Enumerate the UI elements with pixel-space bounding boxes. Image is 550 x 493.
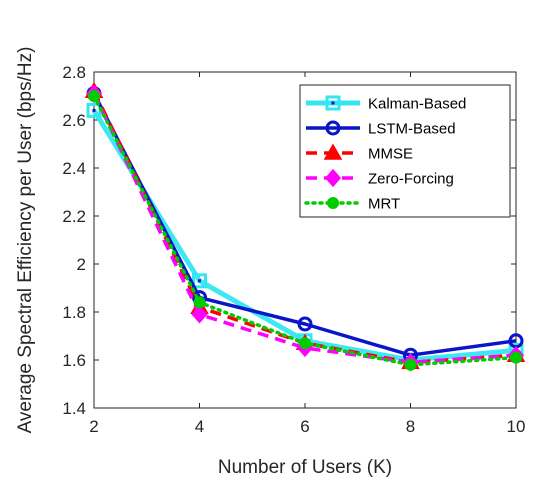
x-axis-ticks: 2 4 6 8 10 xyxy=(89,72,525,436)
data-point-mrt xyxy=(88,90,100,102)
y-tick-label: 2.6 xyxy=(62,111,86,130)
x-tick-label: 6 xyxy=(300,417,309,436)
legend-swatch-marker xyxy=(327,197,339,209)
legend-swatch-marker xyxy=(325,95,341,111)
data-point-mrt xyxy=(510,351,522,364)
x-tick-label: 8 xyxy=(406,417,415,436)
series-line-zero-forcing xyxy=(92,92,517,365)
legend-item-lstm-based: LSTM-Based xyxy=(306,120,456,138)
legend-item-kalman-based: Kalman-Based xyxy=(306,95,466,113)
series-line-lstm-based xyxy=(92,92,517,357)
legend-label: LSTM-Based xyxy=(368,121,456,138)
legend: Kalman-Based LSTM-Based MMSE Zero-Forcing MR… xyxy=(299,84,511,218)
legend-item-zero-forcing: Zero-Forcing xyxy=(306,168,454,188)
y-axis-title: Average Spectral Efficiency per User (bp… xyxy=(15,47,36,434)
data-point-kalman-based-center xyxy=(92,108,96,112)
y-tick-label: 1.4 xyxy=(62,399,86,418)
legend-swatch-marker xyxy=(323,143,343,160)
legend-label: MRT xyxy=(368,196,400,213)
x-tick-label: 4 xyxy=(195,417,204,436)
legend-label: Zero-Forcing xyxy=(368,171,454,188)
legend-swatch-marker xyxy=(325,120,341,136)
legend-item-mmse: MMSE xyxy=(306,143,413,163)
data-point-mrt xyxy=(193,296,206,309)
y-tick-label: 2 xyxy=(77,255,86,274)
y-tick-label: 1.8 xyxy=(62,303,86,322)
data-point-kalman-based xyxy=(192,273,207,289)
legend-swatch-marker xyxy=(325,168,341,188)
data-point-mrt xyxy=(299,337,311,350)
data-point-kalman-based-center xyxy=(198,279,201,283)
y-tick-label: 2.4 xyxy=(62,159,86,178)
y-tick-label: 1.6 xyxy=(62,351,86,370)
x-axis-title: Number of Users (K) xyxy=(218,457,392,478)
legend-swatch-marker-center xyxy=(331,101,335,105)
y-tick-label: 2.8 xyxy=(62,63,86,82)
data-point-zero-forcing xyxy=(191,305,208,324)
series-layer xyxy=(84,81,526,372)
data-point-mrt xyxy=(404,358,417,371)
data-point-lstm-based xyxy=(297,316,313,332)
series-mrt xyxy=(88,90,522,371)
x-tick-label: 2 xyxy=(89,417,98,436)
legend-item-mrt: MRT xyxy=(304,196,400,213)
legend-label: Kalman-Based xyxy=(368,96,466,113)
y-tick-label: 2.2 xyxy=(62,207,86,226)
legend-label: MMSE xyxy=(368,146,413,163)
x-tick-label: 10 xyxy=(507,417,526,436)
